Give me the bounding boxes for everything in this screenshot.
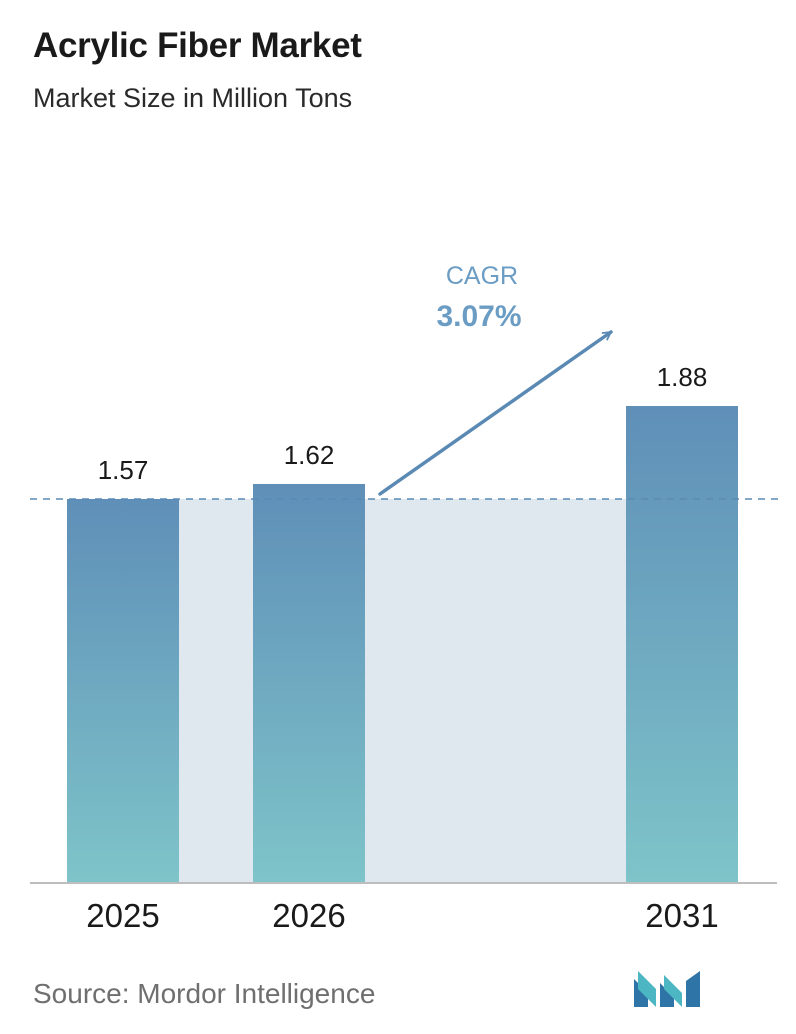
bar-2025 <box>67 499 179 883</box>
chart-subtitle: Market Size in Million Tons <box>33 83 353 113</box>
cagr-label: CAGR <box>446 262 518 290</box>
value-label-2031: 1.88 <box>657 362 708 392</box>
bar-chart: 1.57 2025 1.62 2026 1.88 2031 CAGR 3.07% <box>30 262 780 934</box>
label-layer: 1.57 2025 1.62 2026 1.88 2031 <box>86 362 718 934</box>
source-text: Source: Mordor Intelligence <box>33 978 376 1009</box>
mordor-intelligence-logo-icon <box>634 971 700 1007</box>
value-label-2026: 1.62 <box>284 440 335 470</box>
value-label-2025: 1.57 <box>98 455 149 485</box>
cagr-annotation: CAGR 3.07% <box>378 262 613 496</box>
bar-2031 <box>626 406 738 883</box>
bar-2026 <box>253 484 365 883</box>
cagr-arrow <box>378 330 613 496</box>
reference-layer <box>30 498 780 884</box>
chart-title: Acrylic Fiber Market <box>33 26 362 65</box>
category-label-2025: 2025 <box>86 897 159 934</box>
bar-layer <box>67 406 738 883</box>
cagr-value: 3.07% <box>436 300 521 333</box>
category-label-2026: 2026 <box>272 897 345 934</box>
category-label-2031: 2031 <box>645 897 718 934</box>
